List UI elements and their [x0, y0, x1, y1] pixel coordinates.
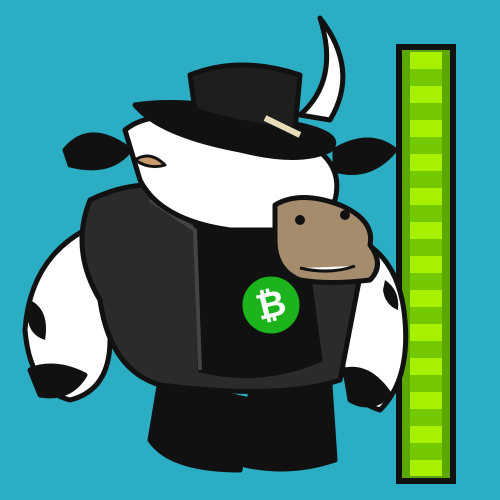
meter: [396, 44, 456, 484]
logo-badge: [239, 273, 303, 337]
logo: ₿: [239, 273, 303, 337]
bull: [22, 15, 409, 473]
meter-fill: [410, 52, 442, 476]
